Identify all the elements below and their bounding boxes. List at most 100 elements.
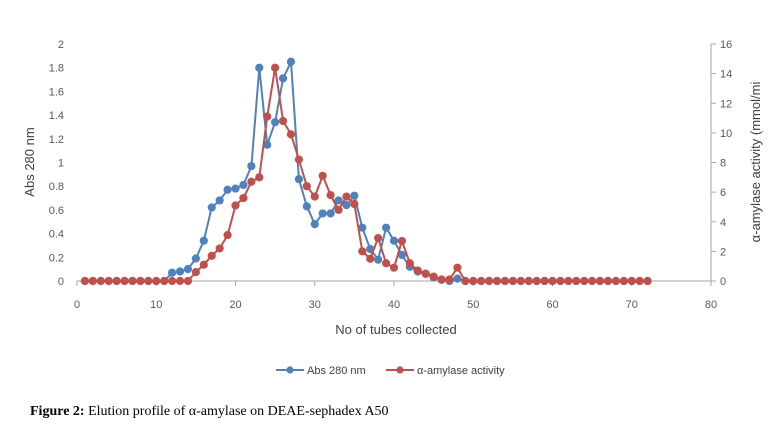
data-point-amylase	[508, 276, 517, 286]
data-point-amylase	[278, 116, 288, 126]
data-point-abs280	[326, 209, 335, 218]
data-point-amylase	[588, 276, 597, 286]
data-point-amylase	[183, 276, 193, 286]
x-tick-label: 70	[626, 299, 638, 311]
data-point-amylase	[572, 276, 581, 286]
y2-tick-label: 12	[720, 98, 732, 110]
y2-axis-title: α-amylase activity (mmol/mi	[748, 82, 763, 243]
data-point-amylase	[318, 171, 327, 180]
y-tick-label: 2	[58, 39, 64, 51]
data-point-amylase	[342, 192, 351, 201]
data-point-abs280	[191, 254, 200, 263]
x-tick-label: 10	[150, 299, 162, 311]
data-point-amylase	[358, 247, 367, 256]
data-point-amylase	[120, 276, 129, 286]
y2-tick-label: 10	[720, 128, 732, 140]
data-point-abs280	[381, 223, 391, 232]
data-point-amylase	[524, 276, 533, 286]
data-point-amylase	[80, 276, 90, 286]
data-point-amylase	[199, 260, 208, 269]
data-point-amylase	[271, 63, 280, 72]
data-point-amylase	[152, 276, 161, 286]
data-point-amylase	[421, 269, 430, 278]
x-tick-label: 0	[74, 299, 80, 311]
y-tick-label: 0	[58, 276, 64, 288]
data-point-abs280	[453, 274, 462, 283]
data-point-amylase	[532, 276, 541, 286]
y2-tick-label: 14	[720, 69, 732, 81]
data-point-amylase	[564, 276, 573, 286]
data-point-abs280	[310, 220, 319, 229]
data-point-amylase	[215, 244, 224, 253]
x-tick-label: 20	[229, 299, 241, 311]
legend-label-abs280: Abs 280 nm	[307, 365, 366, 377]
x-tick-label: 40	[388, 299, 400, 311]
data-point-amylase	[96, 276, 105, 286]
data-point-amylase	[239, 193, 248, 203]
data-point-amylase	[611, 276, 621, 286]
data-point-amylase	[429, 272, 438, 281]
data-point-abs280	[374, 255, 383, 264]
data-point-amylase	[603, 276, 613, 286]
data-point-amylase	[294, 155, 303, 164]
y-tick-label: 1.8	[49, 63, 64, 75]
y-tick-label: 0.2	[49, 252, 64, 264]
data-point-amylase	[453, 263, 462, 272]
x-tick-label: 50	[467, 299, 479, 311]
figure-caption: Figure 2: Elution profile of α-amylase o…	[30, 404, 389, 420]
y-tick-label: 1.2	[49, 134, 64, 146]
data-point-amylase	[437, 275, 446, 284]
data-point-amylase	[334, 205, 343, 214]
data-point-amylase	[627, 276, 636, 286]
data-point-amylase	[374, 233, 383, 243]
data-point-abs280	[271, 118, 280, 127]
elution-profile-chart: 0 10 20 30 40 50 60 70 8000.20.40.60.811.21.41.6…	[22, 39, 763, 377]
data-point-amylase	[381, 259, 391, 268]
data-point-amylase	[350, 199, 359, 209]
data-point-abs280	[302, 202, 311, 211]
data-point-abs280	[215, 196, 224, 205]
data-point-abs280	[294, 174, 303, 184]
data-point-amylase	[231, 201, 240, 210]
data-point-amylase	[619, 276, 628, 286]
y-tick-label: 1	[58, 158, 64, 170]
x-tick-label: 80	[705, 299, 717, 311]
figure-caption-label: Figure 2:	[30, 404, 85, 419]
data-point-amylase	[500, 276, 510, 286]
data-point-amylase	[112, 276, 121, 286]
data-point-abs280	[278, 74, 288, 83]
data-point-amylase	[263, 112, 272, 121]
y2-tick-label: 6	[720, 187, 726, 199]
data-point-amylase	[445, 275, 454, 284]
data-point-abs280	[334, 196, 343, 205]
y-tick-label: 1.4	[49, 110, 64, 122]
data-point-abs280	[168, 268, 177, 277]
data-point-amylase	[160, 276, 169, 286]
data-point-abs280	[286, 57, 296, 66]
data-point-amylase	[136, 276, 145, 286]
data-point-abs280	[342, 201, 351, 210]
data-point-amylase	[580, 276, 589, 286]
data-point-amylase	[310, 192, 319, 201]
x-axis-title: No of tubes collected	[335, 322, 456, 337]
y-tick-label: 1.6	[49, 86, 64, 98]
data-point-amylase	[144, 276, 153, 286]
data-point-abs280	[223, 185, 232, 194]
y2-tick-label: 4	[720, 217, 726, 229]
data-point-amylase	[516, 276, 525, 286]
figure-caption-text: Elution profile of α-amylase on DEAE-sep…	[84, 404, 389, 419]
data-point-abs280	[239, 180, 248, 190]
data-point-amylase	[366, 254, 375, 263]
data-point-amylase	[223, 230, 232, 240]
data-point-abs280	[350, 191, 359, 200]
data-point-amylase	[492, 276, 502, 286]
data-point-amylase	[207, 251, 216, 260]
data-point-amylase	[191, 268, 200, 277]
chart-axes: 0 10 20 30 40 50 60 70 8000.20.40.60.811.21.41.6…	[49, 39, 733, 311]
data-point-amylase	[595, 276, 605, 286]
y2-tick-label: 0	[720, 276, 726, 288]
data-point-abs280	[389, 236, 399, 245]
data-point-abs280	[175, 267, 185, 276]
y-axis-title: Abs 280 nm	[22, 127, 37, 196]
data-point-abs280	[183, 265, 193, 274]
